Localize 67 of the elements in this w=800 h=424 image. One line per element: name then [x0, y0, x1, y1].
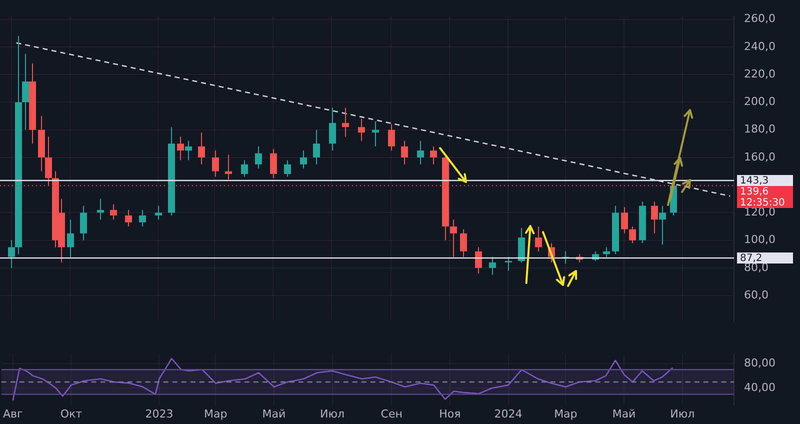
candlestick	[110, 204, 117, 220]
candlestick	[430, 146, 437, 165]
x-tick-label: Май	[612, 407, 636, 420]
candlestick	[621, 206, 628, 234]
candlestick	[659, 205, 666, 245]
candlestick	[450, 219, 457, 258]
y-tick-label: 60,0	[744, 288, 768, 302]
y-tick-label: 200,0	[744, 95, 776, 108]
candlestick	[45, 136, 52, 186]
candlestick	[313, 129, 320, 165]
x-tick-label: 2023	[145, 407, 174, 420]
candlestick	[388, 124, 395, 152]
candlestick	[489, 256, 496, 276]
candlestick	[629, 226, 636, 244]
candlestick	[67, 219, 74, 258]
candlestick	[535, 226, 542, 252]
candlestick	[97, 198, 104, 220]
candlestick	[358, 118, 365, 142]
candlestick	[329, 107, 336, 152]
candlestick	[505, 256, 512, 272]
candlestick	[139, 209, 146, 227]
candlestick	[284, 160, 291, 178]
ref-line-label: 87,2	[740, 253, 762, 264]
x-tick-label: Ноя	[439, 407, 461, 420]
candlestick	[185, 140, 192, 161]
candlestick	[651, 201, 658, 234]
candlestick	[417, 140, 424, 165]
candlestick	[300, 150, 307, 169]
candlestick	[603, 246, 610, 258]
candlestick	[372, 121, 379, 147]
candlestick	[460, 228, 467, 258]
x-tick-label: Мар	[554, 407, 578, 420]
candlestick	[22, 53, 29, 130]
y-tick-label: 240,0	[744, 40, 776, 53]
candlestick	[225, 154, 232, 180]
candlestick	[198, 132, 205, 165]
candlestick	[518, 227, 525, 263]
candlestick	[475, 246, 482, 274]
candlestick	[80, 205, 87, 241]
ref-line-label: 139,6	[740, 186, 769, 198]
candlestick	[8, 240, 15, 268]
candlestick	[212, 150, 219, 178]
candlestick	[255, 146, 262, 169]
candlestick	[401, 140, 408, 165]
y-tick-label: 220,0	[744, 67, 776, 80]
candlestick	[125, 209, 132, 227]
text: 12:35:30	[740, 198, 785, 209]
candlestick	[155, 205, 162, 220]
y-tick-label: 80,00	[744, 356, 776, 370]
x-tick-label: Июл	[670, 407, 695, 420]
x-tick-label: Май	[262, 407, 286, 420]
y-tick-label: 160,0	[744, 150, 776, 164]
x-tick-label: Окт	[60, 407, 83, 420]
candlestick	[241, 160, 248, 178]
x-tick-label: Мар	[204, 407, 228, 420]
x-tick-label: Сен	[380, 407, 402, 420]
ref-line-label: 143,3	[740, 176, 769, 187]
x-tick-label: Июл	[320, 407, 345, 420]
candlestick	[342, 107, 349, 138]
y-tick-label: 40,00	[744, 381, 776, 394]
x-tick-label: Авг	[2, 407, 24, 420]
y-tick-label: 100,0	[744, 233, 776, 246]
x-tick-label: 2024	[494, 407, 522, 420]
candlestick	[177, 136, 184, 161]
y-tick-label: 180,0	[744, 122, 776, 136]
y-tick-label: 260,0	[744, 12, 776, 26]
candlestick	[270, 148, 277, 179]
